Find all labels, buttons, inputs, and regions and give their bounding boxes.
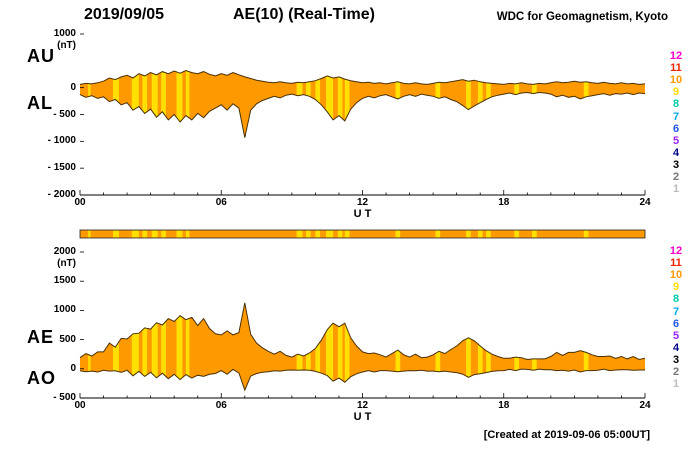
y-tick-label: 500 xyxy=(59,333,76,345)
y-tick-label: 1000 xyxy=(53,28,76,39)
station-count-stripes xyxy=(88,302,589,391)
y-tick-label: - 1500 xyxy=(47,162,76,174)
legend-station-number: 8 xyxy=(672,98,680,111)
ut-axis-label: U T xyxy=(353,208,372,220)
plot-title: AE(10) (Real-Time) xyxy=(233,6,375,23)
y-tick-label: 1500 xyxy=(53,275,76,287)
station-count-stripes xyxy=(88,70,589,138)
legend-station-number: 9 xyxy=(672,86,680,99)
au-al-band-fill xyxy=(80,70,645,138)
y-tick-label: 0 xyxy=(70,362,76,374)
legend-station-number: 12 xyxy=(669,245,683,257)
legend-station-number: 5 xyxy=(672,329,680,342)
y-tick-label: 1000 xyxy=(53,304,76,316)
x-tick-label: 18 xyxy=(498,400,510,411)
legend-station-number: 6 xyxy=(672,122,680,135)
panel-label-al: AL xyxy=(27,93,53,113)
x-tick-label: 12 xyxy=(356,400,369,411)
y-tick-label: - 500 xyxy=(53,392,76,403)
legend-station-number: 3 xyxy=(672,158,680,171)
ut-axis-label: U T xyxy=(353,411,372,423)
y-tick-label: - 2000 xyxy=(47,189,76,200)
station-count-bar xyxy=(79,229,646,239)
legend-station-number: 3 xyxy=(672,353,680,366)
panel-label-au: AU xyxy=(27,46,55,66)
legend-station-number: 6 xyxy=(672,317,680,330)
au-line xyxy=(79,69,646,85)
legend-station-number: 7 xyxy=(672,110,680,123)
y-tick-label: 2000 xyxy=(53,246,76,257)
data-source-label: WDC for Geomagnetism, Kyoto xyxy=(496,11,668,23)
legend-station-number: 8 xyxy=(672,293,680,306)
x-tick-label: 24 xyxy=(639,197,651,208)
al-line xyxy=(79,91,646,138)
legend-station-number: 4 xyxy=(672,341,680,354)
plot-date: 2019/09/05 xyxy=(84,6,165,23)
legend-station-number: 12 xyxy=(669,50,683,62)
axis-panel-1 xyxy=(79,251,646,399)
legend-station-number: 1 xyxy=(672,183,680,196)
panel-label-ae: AE xyxy=(27,327,55,347)
legend-station-number: 9 xyxy=(672,281,680,294)
legend-station-number: 10 xyxy=(669,269,683,282)
legend-station-number: 2 xyxy=(672,171,680,183)
legend-station-number: 11 xyxy=(670,62,682,75)
ao-line xyxy=(79,368,645,392)
panel-label-ao: AO xyxy=(27,368,56,388)
unit-label: (nT) xyxy=(57,40,76,51)
legend-station-number: 11 xyxy=(670,257,682,270)
legend-station-number: 5 xyxy=(672,134,680,147)
y-tick-label: 0 xyxy=(70,81,76,93)
created-timestamp: [Created at 2019-09-06 05:00UT] xyxy=(483,429,650,441)
x-tick-label: 18 xyxy=(498,197,510,208)
x-tick-label: 06 xyxy=(215,400,227,411)
x-tick-label: 00 xyxy=(74,400,86,411)
legend-station-number: 1 xyxy=(672,378,680,391)
legend-station-number: 2 xyxy=(672,366,680,378)
legend-station-number: 7 xyxy=(672,305,680,318)
y-tick-label: - 500 xyxy=(53,108,76,120)
legend-station-number: 4 xyxy=(672,146,680,159)
axis-panel-0 xyxy=(79,33,646,196)
x-tick-label: 06 xyxy=(215,197,227,208)
legend-station-number: 10 xyxy=(669,74,683,87)
ae-ao-band-fill xyxy=(80,302,645,391)
x-tick-label: 24 xyxy=(639,400,651,411)
ae-line xyxy=(79,302,646,361)
x-tick-label: 00 xyxy=(74,197,86,208)
x-tick-label: 12 xyxy=(356,197,369,208)
unit-label: (nT) xyxy=(57,258,76,269)
y-tick-label: - 1000 xyxy=(47,135,76,147)
